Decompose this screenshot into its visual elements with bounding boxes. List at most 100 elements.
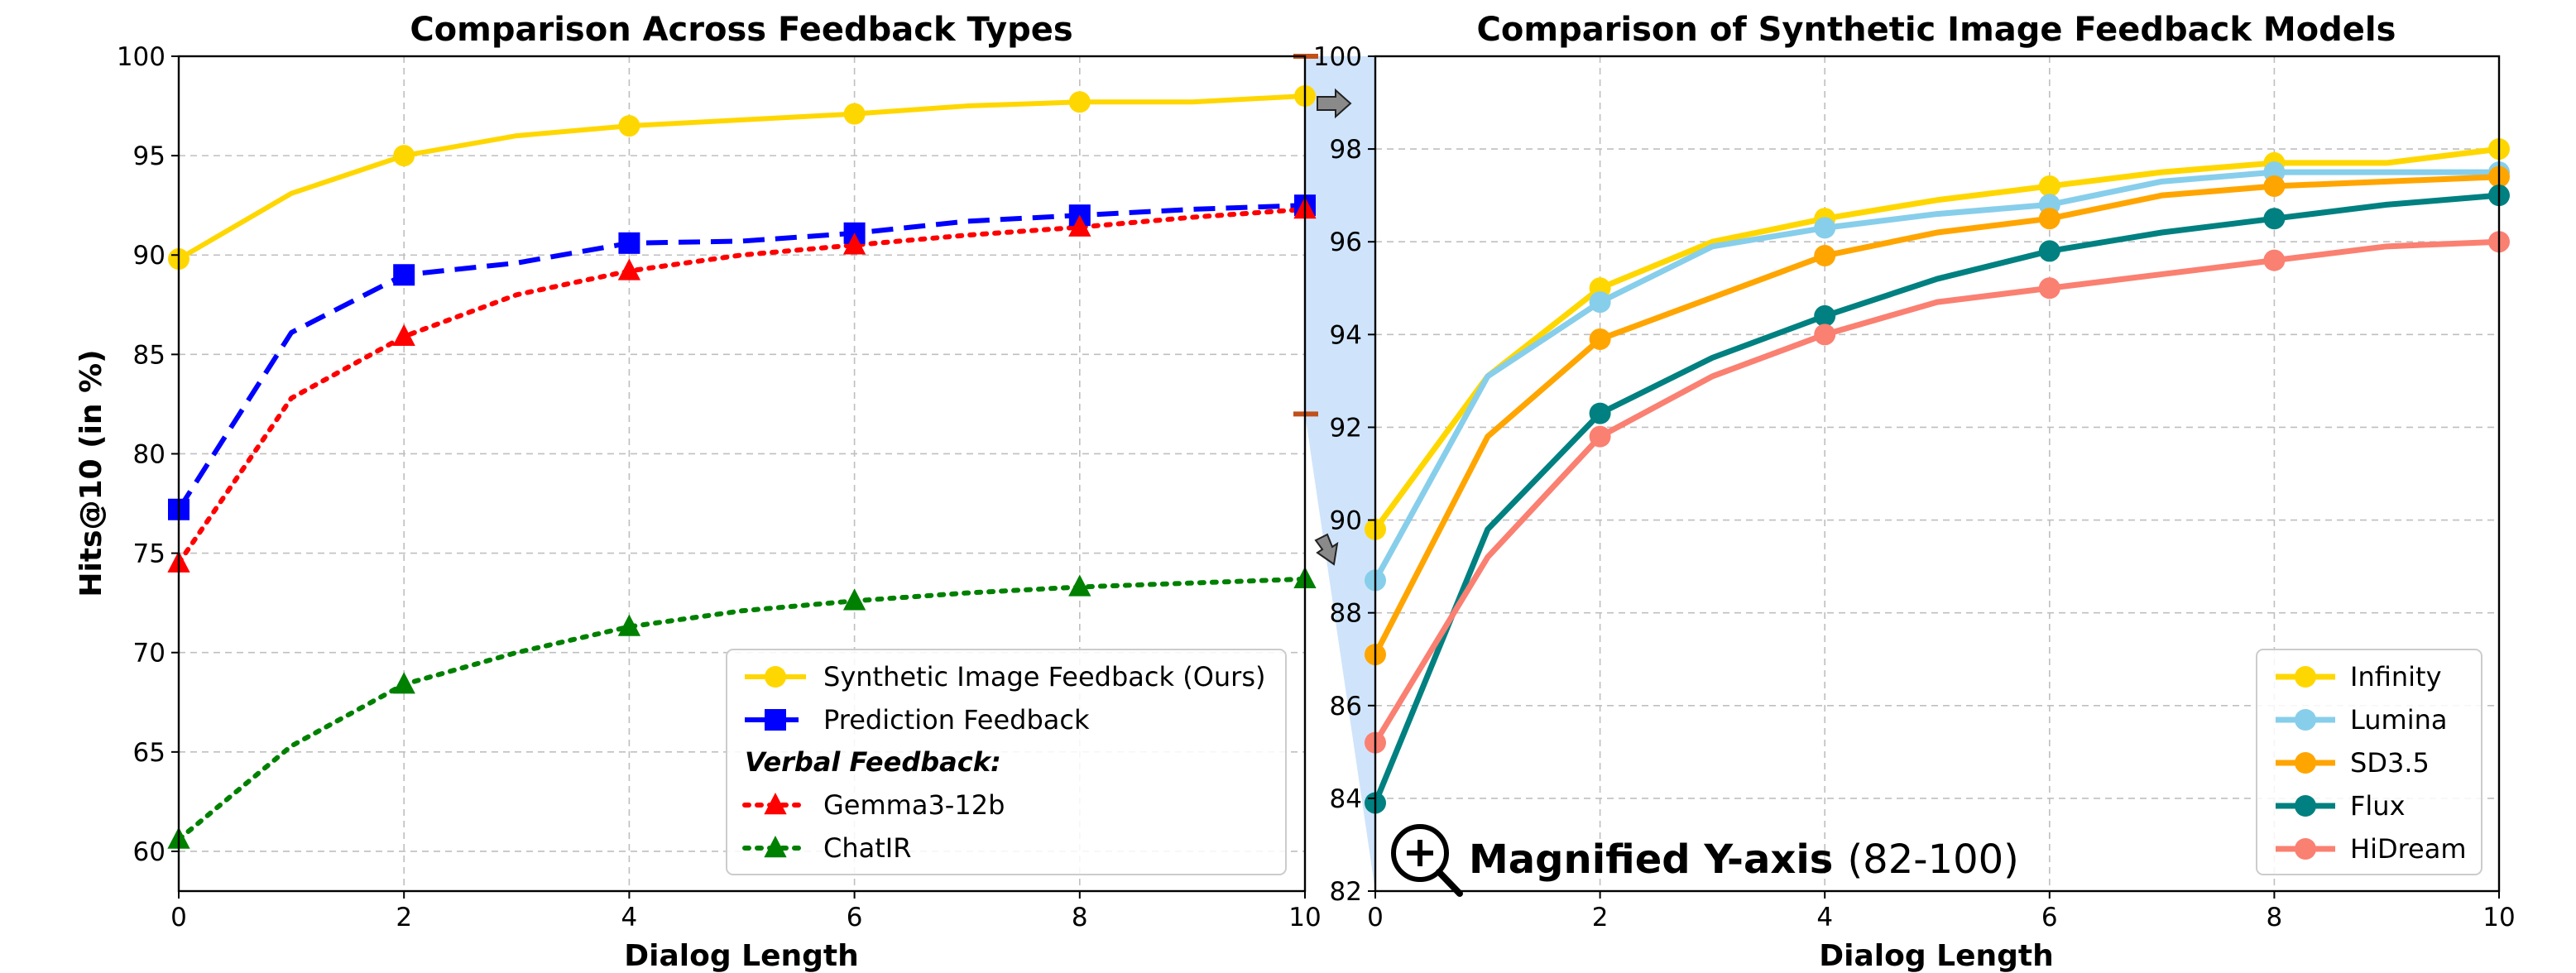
y-tick-label-100: 100 [1313,42,1362,72]
marker-chatir-x6 [842,588,866,611]
marker-chatir-x8 [1068,574,1091,597]
x-tick-label-10: 10 [1288,903,1321,932]
marker-prediction-feedback-x2 [393,264,415,286]
marker-synthetic-image-feedback-ours-x4 [618,115,640,137]
series-line-gemma3-12b [176,206,1307,566]
x-tick-label-10: 10 [2482,903,2515,932]
series-line-chatir [176,576,1307,842]
marker-synthetic-image-feedback-ours-x6 [843,103,866,125]
legend-label-sd35: SD3.5 [2350,747,2430,779]
y-tick-label-70: 70 [133,639,165,669]
y-tick-label-75: 75 [133,539,165,569]
legend-entry-hidream: HiDream [2276,833,2467,865]
x-tick-label-8: 8 [1072,903,1088,932]
legend-marker-lumina [2295,709,2316,731]
y-tick-label-85: 85 [133,340,165,370]
y-tick-label-88: 88 [1330,599,1362,629]
legend-marker-chatir [764,836,787,858]
magnifier-label-range: (82-100) [1847,836,2018,883]
legend-marker-flux [2295,795,2316,817]
marker-synthetic-image-feedback-ours-x8 [1068,91,1091,113]
y-tick-label-90: 90 [1330,506,1362,536]
x-tick-label-4: 4 [1816,903,1833,932]
marker-hidream-x8 [2263,249,2286,271]
legend-entry-gemma: Gemma3-12b [742,789,1005,821]
chart-title-b: Comparison of Synthetic Image Feedback M… [1477,11,2396,49]
axes-b: 0 2 4 6 8 10 82 84 86 88 90 92 94 96 98 100 [1313,42,2516,932]
plot-frame-a [177,55,1307,893]
series-line-synthetic-image-feedback-ours [177,93,1306,261]
marker-sd3-5-x2 [1589,328,1611,350]
marker-hidream-x6 [2038,277,2060,300]
legend-marker-sd3-5 [2295,752,2316,774]
marker-sd3-5-x8 [2263,175,2286,197]
legend-subheader-verbal: Verbal Feedback: [745,746,1001,778]
legend-entry-flux: Flux [2276,790,2406,822]
x-tick-label-8: 8 [2267,903,2283,932]
marker-lumina-x2 [1589,291,1611,314]
legend-marker-gemma3-12b [764,793,787,815]
arrow-down-icon [1314,533,1339,566]
marker-flux-x6 [2038,240,2060,262]
legend-b: Infinity Lumina SD3.5 Flux HiDream [2256,649,2482,875]
arrow-right-icon [1317,88,1352,119]
legend-label-infinity: Infinity [2350,661,2442,693]
legend-label-synthetic: Synthetic Image Feedback (Ours) [823,661,1265,693]
y-tick-label-65: 65 [133,738,165,768]
x-axis-label-b: Dialog Length [1819,939,2053,973]
x-axis-label-a: Dialog Length [624,939,858,973]
series-line-flux [1372,192,2500,804]
chart-title-a: Comparison Across Feedback Types [410,11,1072,49]
magnifier-label: Magnified Y-axis (82-100) [1469,836,2019,883]
series-line-lumina [1372,169,2499,582]
chart-panel-feedback-types: Comparison Across Feedback Types 0 2 4 6 8 10… [74,11,1322,973]
legend-entry-prediction: Prediction Feedback [745,704,1090,736]
marker-infinity-x6 [2038,175,2060,197]
y-tick-label-100: 100 [117,42,165,72]
y-tick-label-94: 94 [1330,320,1362,350]
marker-gemma3-12b-x8 [1068,214,1091,237]
y-tick-label-98: 98 [1330,135,1362,165]
marker-prediction-feedback-x4 [618,232,640,254]
series-markers-b [1365,138,2510,814]
x-tick-label-0: 0 [170,903,187,932]
x-tick-label-0: 0 [1367,903,1384,932]
legend-entry-infinity: Infinity [2276,661,2442,693]
legend-entry-synthetic: Synthetic Image Feedback (Ours) [745,661,1265,693]
marker-chatir-x4 [617,614,641,636]
plot-frame-b [1374,55,2501,893]
y-tick-label-90: 90 [133,241,165,271]
legend-entry-lumina: Lumina [2276,704,2448,736]
series-line-sd3-5 [1372,174,2500,656]
legend-a: Synthetic Image Feedback (Ours) Predicti… [726,649,1287,875]
marker-gemma3-12b-x4 [617,258,641,280]
zoom-band-fill [1305,56,1375,891]
legend-marker-infinity [2295,666,2316,688]
legend-label-lumina: Lumina [2350,704,2448,736]
y-tick-label-95: 95 [133,141,165,171]
x-tick-label-4: 4 [621,903,638,932]
legend-label-chatir: ChatIR [823,832,911,864]
x-tick-label-6: 6 [847,903,863,932]
marker-gemma3-12b-x6 [842,232,866,255]
series-markers-a [167,85,1317,849]
marker-flux-x8 [2263,208,2286,230]
y-tick-label-60: 60 [133,837,165,867]
marker-synthetic-image-feedback-ours-x2 [393,145,415,167]
y-tick-label-92: 92 [1330,413,1362,443]
x-tick-label-2: 2 [396,903,412,932]
marker-lumina-x4 [1814,217,1836,239]
y-tick-label-84: 84 [1330,784,1362,814]
legend-marker-hidream [2295,838,2316,860]
series-lines-a [176,93,1307,842]
legend-label-gemma: Gemma3-12b [823,789,1005,821]
zoom-connector [1293,54,1375,891]
marker-hidream-x2 [1589,425,1611,448]
legend-label-prediction: Prediction Feedback [823,704,1090,736]
marker-sd3-5-x6 [2038,208,2060,230]
y-tick-label-82: 82 [1330,877,1362,907]
series-line-infinity [1373,146,2500,531]
legend-entry-chatir: ChatIR [742,832,911,864]
chart-panel-synthetic-models: Comparison of Synthetic Image Feedback M… [1313,11,2516,973]
